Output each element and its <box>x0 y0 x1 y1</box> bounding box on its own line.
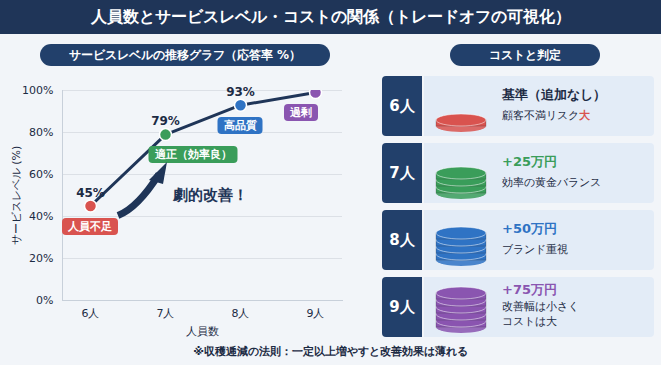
html-text:コストは大: コストは大 <box>502 315 557 328</box>
svg-text:9人: 9人 <box>307 307 325 320</box>
html-text:適正（効率良）: 適正（効率良） <box>154 148 232 162</box>
html-text:人員数とサービスレベル・コストの関係（トレードオフの可視化）: 人員数とサービスレベル・コストの関係（トレードオフの可視化） <box>90 7 571 26</box>
svg-text:8人: 8人 <box>232 307 250 320</box>
svg-text:人員数: 人員数 <box>186 325 219 338</box>
html-text:ブランド重視: ブランド重視 <box>502 243 568 256</box>
html-text:顧客不満リスク大: 顧客不満リスク大 <box>502 109 590 122</box>
svg-text:7人: 7人 <box>157 307 175 320</box>
svg-text:20%: 20% <box>29 252 53 265</box>
html-text:※収穫逓減の法則：一定以上増やすと改善効果は薄れる: ※収穫逓減の法則：一定以上増やすと改善効果は薄れる <box>193 345 468 358</box>
svg-text:93%: 93% <box>226 85 255 99</box>
html-text:6人: 6人 <box>389 97 415 115</box>
html-text:サービスレベルの推移グラフ（応答率 %）: サービスレベルの推移グラフ（応答率 %） <box>68 48 302 62</box>
svg-text:サービスレベル (%): サービスレベル (%) <box>10 146 23 246</box>
html-text:9人: 9人 <box>389 298 415 316</box>
svg-text:60%: 60% <box>29 168 53 181</box>
svg-text:45%: 45% <box>76 186 105 200</box>
svg-text:100%: 100% <box>22 84 53 97</box>
html-text:改善幅は小さく: 改善幅は小さく <box>502 300 579 313</box>
html-text:コストと判定: コストと判定 <box>489 48 561 62</box>
html-text:効率の黄金バランス: 効率の黄金バランス <box>502 176 601 189</box>
html-text:過剰: 過剰 <box>290 106 312 120</box>
html-text:+75万円: +75万円 <box>502 282 557 297</box>
svg-text:0%: 0% <box>36 294 53 307</box>
html-text:+25万円: +25万円 <box>502 154 557 169</box>
html-text:8人: 8人 <box>389 231 415 249</box>
html-text:+50万円: +50万円 <box>502 221 557 236</box>
svg-text:6人: 6人 <box>82 307 100 320</box>
html-text:基準（追加なし）: 基準（追加なし） <box>502 87 606 102</box>
svg-text:80%: 80% <box>29 126 53 139</box>
svg-text:79%: 79% <box>151 114 180 128</box>
html-text:高品質: 高品質 <box>223 118 257 132</box>
html-text:人員不足: 人員不足 <box>68 219 112 233</box>
html-text:劇的改善！: 劇的改善！ <box>173 186 248 205</box>
svg-text:40%: 40% <box>29 210 53 223</box>
html-text:7人: 7人 <box>389 164 415 182</box>
